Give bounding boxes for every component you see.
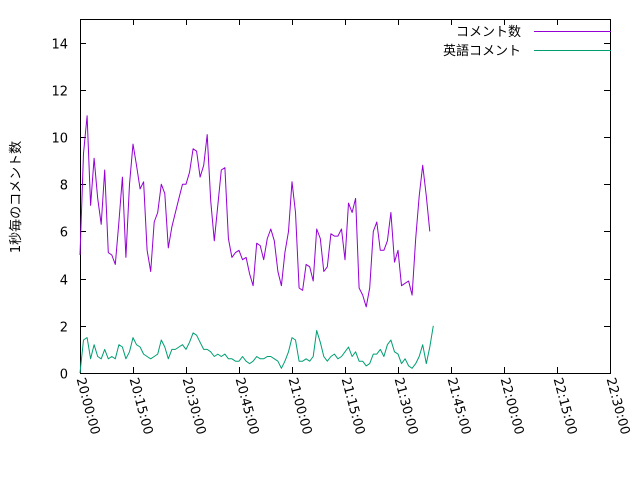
y-tick-label: 6 bbox=[60, 226, 68, 241]
y-tick-label: 0 bbox=[60, 368, 68, 383]
y-axis-label: 1秒毎のコメント数 bbox=[8, 141, 24, 253]
x-tick-label: 21:45:00 bbox=[444, 376, 474, 436]
legend-label: コメント数 bbox=[456, 25, 521, 40]
series-line-1 bbox=[79, 115, 431, 308]
y-axis-ticks: 0 2 4 6 8 10 12 14 bbox=[51, 38, 610, 383]
y-tick-label: 2 bbox=[60, 321, 68, 336]
x-tick-label: 20:15:00 bbox=[126, 376, 156, 436]
x-tick-label: 20:45:00 bbox=[232, 376, 262, 436]
x-tick-label: 21:15:00 bbox=[338, 376, 368, 436]
y-tick-label: 10 bbox=[51, 132, 68, 147]
x-tick-label: 21:30:00 bbox=[391, 376, 421, 436]
x-tick-label: 22:15:00 bbox=[550, 376, 580, 436]
y-tick-label: 4 bbox=[60, 274, 68, 289]
series-line-2 bbox=[79, 325, 434, 374]
series-lines bbox=[79, 115, 434, 374]
legend-label: 英語コメント bbox=[443, 43, 521, 59]
x-tick-label: 20:00:00 bbox=[73, 376, 103, 436]
x-tick-label: 22:00:00 bbox=[497, 376, 527, 436]
x-tick-label: 21:00:00 bbox=[285, 376, 315, 436]
y-tick-label: 12 bbox=[51, 85, 68, 100]
x-tick-label: 20:30:00 bbox=[179, 376, 209, 436]
y-tick-label: 8 bbox=[60, 179, 68, 194]
x-tick-label: 22:30:00 bbox=[603, 376, 633, 436]
y-tick-label: 14 bbox=[51, 38, 68, 53]
